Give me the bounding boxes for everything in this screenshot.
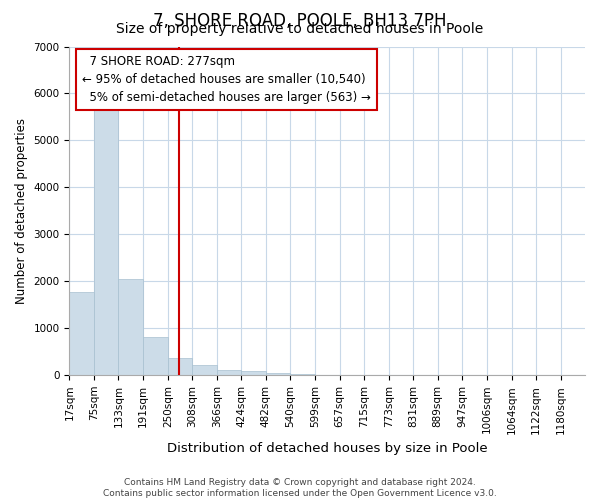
Bar: [192, 365, 217, 375]
X-axis label: Distribution of detached houses by size in Poole: Distribution of detached houses by size …: [167, 442, 488, 455]
Bar: [241, 372, 266, 375]
Y-axis label: Number of detached properties: Number of detached properties: [15, 118, 28, 304]
Bar: [118, 279, 143, 375]
Text: 7, SHORE ROAD, POOLE, BH13 7PH: 7, SHORE ROAD, POOLE, BH13 7PH: [153, 12, 447, 30]
Bar: [168, 358, 192, 375]
Bar: [290, 374, 315, 375]
Bar: [266, 374, 290, 375]
Bar: [143, 336, 168, 375]
Text: 7 SHORE ROAD: 277sqm
← 95% of detached houses are smaller (10,540)
  5% of semi-: 7 SHORE ROAD: 277sqm ← 95% of detached h…: [82, 54, 371, 104]
Bar: [217, 370, 241, 375]
Text: Contains HM Land Registry data © Crown copyright and database right 2024.
Contai: Contains HM Land Registry data © Crown c…: [103, 478, 497, 498]
Text: Size of property relative to detached houses in Poole: Size of property relative to detached ho…: [116, 22, 484, 36]
Bar: [94, 105, 118, 375]
Bar: [70, 292, 94, 375]
